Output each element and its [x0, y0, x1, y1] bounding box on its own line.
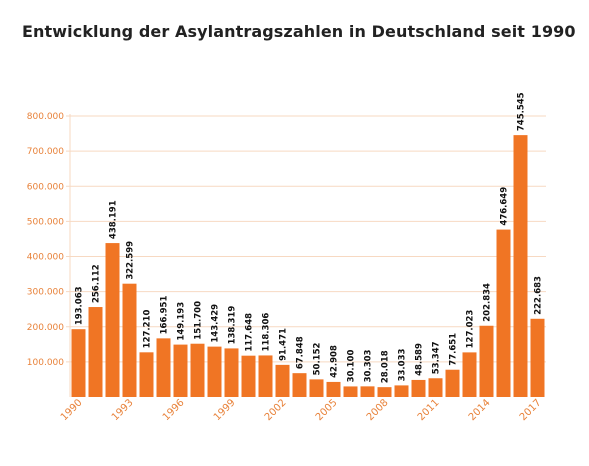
- bars: [71, 135, 545, 397]
- x-tick-label: 1990: [59, 397, 85, 423]
- bar: [105, 243, 120, 397]
- x-tick-label: 1993: [110, 397, 136, 423]
- data-label: 193.063: [75, 286, 85, 325]
- data-label: 53.347: [432, 341, 442, 374]
- bar: [496, 229, 511, 397]
- bar: [343, 386, 358, 397]
- x-axis: 1990 1993 1996 1999 2002 2005 2008 2011 2014 2017: [59, 397, 544, 423]
- data-label: 28.018: [381, 350, 391, 383]
- x-tick-label: 1999: [212, 397, 238, 423]
- bar: [156, 338, 171, 397]
- bar: [479, 325, 494, 397]
- data-label: 77.651: [449, 333, 459, 366]
- data-label: 222.683: [534, 276, 544, 315]
- data-label: 745.545: [517, 92, 527, 131]
- value-labels: 193.063 256.112 438.191 322.599 127.210 166.9…: [75, 92, 544, 383]
- data-label: 322.599: [126, 241, 136, 280]
- bar: [445, 369, 460, 397]
- data-label: 118.306: [262, 313, 272, 352]
- y-tick-label: 500.000: [27, 217, 64, 227]
- bar: [173, 344, 188, 397]
- data-label: 127.210: [143, 310, 153, 349]
- data-label: 30.100: [347, 350, 357, 383]
- data-label: 67.848: [296, 336, 306, 369]
- bar: [241, 355, 256, 397]
- y-tick-label: 400.000: [27, 253, 64, 263]
- data-label: 438.191: [109, 200, 119, 239]
- x-tick-label: 1996: [161, 397, 187, 423]
- x-tick-label: 2017: [518, 397, 544, 423]
- chart-title: Entwicklung der Asylantragszahlen in Deu…: [22, 22, 576, 41]
- data-label: 33.033: [398, 349, 408, 382]
- data-label: 127.023: [466, 310, 476, 349]
- data-label: 166.951: [160, 296, 170, 335]
- y-tick-label: 200.000: [27, 323, 64, 333]
- data-label: 256.112: [92, 264, 102, 303]
- y-tick-label: 600.000: [27, 182, 64, 192]
- data-label: 42.908: [330, 345, 340, 378]
- gridlines: [66, 114, 546, 397]
- data-label: 202.834: [483, 283, 493, 322]
- data-label: 151.700: [194, 301, 204, 340]
- y-tick-label: 300.000: [27, 288, 64, 298]
- data-label: 117.648: [245, 313, 255, 352]
- bar: [411, 379, 426, 397]
- bar: [88, 307, 103, 397]
- y-axis: 100.000 200.000 300.000 400.000 500.000 600.0…: [27, 112, 64, 368]
- bar: [530, 318, 545, 397]
- bar: [122, 283, 137, 397]
- y-tick-label: 800.000: [27, 112, 64, 122]
- y-tick-label: 700.000: [27, 147, 64, 157]
- bar: [207, 346, 222, 397]
- bar: [71, 329, 86, 397]
- bar: [377, 387, 392, 397]
- bar: [309, 379, 324, 397]
- bar: [275, 364, 290, 397]
- bar: [326, 381, 341, 397]
- y-tick-label: 100.000: [27, 358, 64, 368]
- data-label: 476.649: [500, 187, 510, 226]
- bar: [360, 386, 375, 397]
- data-label: 50.152: [313, 342, 323, 375]
- x-tick-label: 2005: [314, 397, 340, 423]
- bar: [258, 355, 273, 397]
- data-label: 48.589: [415, 343, 425, 376]
- data-label: 143.429: [211, 304, 221, 343]
- bar: [292, 373, 307, 397]
- bar: [513, 135, 528, 397]
- bar: [224, 348, 239, 397]
- bar: [139, 352, 154, 397]
- x-tick-label: 2014: [467, 397, 493, 423]
- bar: [190, 343, 205, 397]
- data-label: 149.193: [177, 302, 187, 341]
- data-label: 138.319: [228, 306, 238, 345]
- x-tick-label: 2002: [263, 397, 289, 423]
- x-tick-label: 2011: [416, 397, 442, 423]
- x-tick-label: 2008: [365, 397, 391, 423]
- bar: [462, 352, 477, 397]
- bar: [428, 378, 443, 397]
- data-label: 30.303: [364, 349, 374, 382]
- data-label: 91.471: [279, 328, 289, 361]
- bar: [394, 385, 409, 397]
